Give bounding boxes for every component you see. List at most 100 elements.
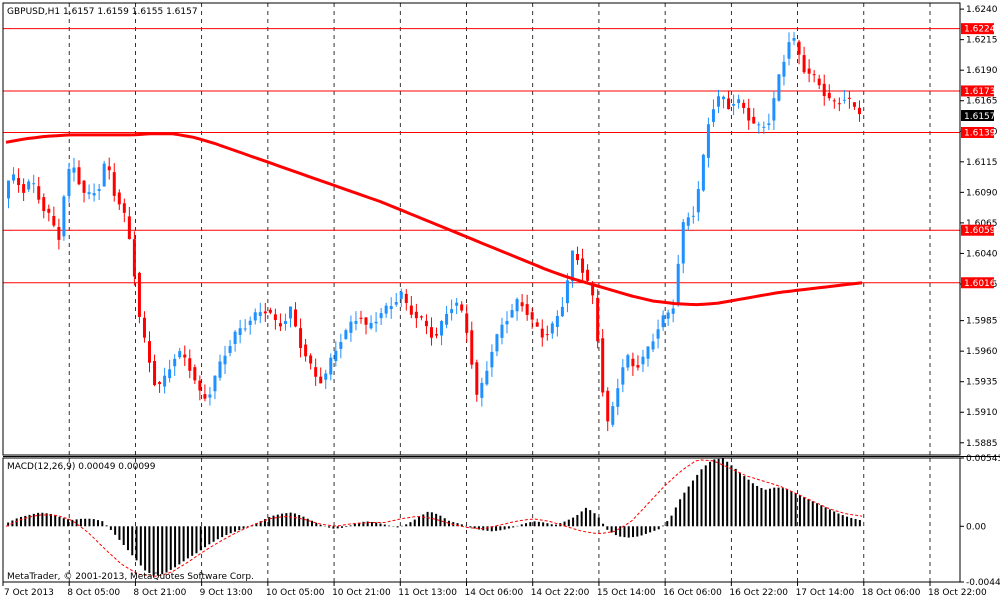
candle-body [636,365,640,368]
candle-body [827,92,831,99]
candle-body [319,376,323,384]
candle-body [480,382,484,398]
time-tick-label: 14 Oct 22:00 [531,588,590,598]
level-label-box [961,85,994,97]
candle-body [394,302,398,305]
candle-body [752,116,756,124]
candle-body [178,351,182,358]
candle-body [435,334,439,336]
level-label-box [961,126,994,138]
time-tick-label: 18 Oct 22:00 [928,588,987,598]
candle-body [384,305,388,314]
candle-body [450,309,454,314]
candle-body [414,311,418,319]
candle-body [485,370,489,385]
price-tick-label: 1.6065 [966,219,998,229]
candle-body [273,314,277,321]
candle-body [565,280,569,304]
candle-body [263,311,267,314]
macd-tick-label: -0.00443 [966,578,1000,588]
candle-body [389,306,393,310]
candle-body [822,83,826,97]
candle-body [82,180,86,193]
candle-body [747,107,751,121]
candle-body [258,312,262,316]
candle-body [807,68,811,74]
candle-body [142,317,146,338]
candle-body [686,217,690,226]
candle-body [842,99,846,101]
candle-body [460,304,464,311]
candle-body [772,98,776,121]
candle-body [621,367,625,385]
candle-body [696,189,700,213]
price-tick-label: 1.6240 [966,5,998,15]
candle-body [802,55,806,73]
time-tick-label: 14 Oct 06:00 [465,588,524,598]
candle-body [631,358,635,367]
candle-body [681,222,685,264]
candle-body [67,168,71,196]
candle-body [87,192,91,195]
time-axis[interactable]: 7 Oct 2013 8 Oct 05:00 8 Oct 21:00 9 Oct 13… [2,582,987,598]
candle-body [591,283,595,296]
candle-body [12,174,16,181]
candle-body [520,302,524,307]
level-label-box [961,224,994,236]
candle-body [344,330,348,340]
candle-body [701,154,705,191]
candle-body [777,74,781,101]
candle-body [22,184,26,193]
candle-body [429,327,433,338]
candle-body [555,316,559,328]
candle-body [122,203,126,213]
candle-body [490,351,494,368]
time-tick-label: 15 Oct 14:00 [597,588,656,598]
time-tick-label: 8 Oct 21:00 [133,588,186,598]
candle-body [787,42,791,59]
candle-body [329,357,333,375]
candle-body [495,334,499,352]
candle-body [606,390,610,422]
candle-body [92,193,96,196]
candle-body [525,304,529,315]
candle-body [465,313,469,333]
time-tick-label: 16 Oct 22:00 [729,588,788,598]
candle-body [248,320,252,325]
price-tick-label: 1.6090 [966,188,998,198]
candle-body [616,388,620,407]
time-tick-label: 10 Oct 21:00 [332,588,391,598]
candle-body [173,358,177,367]
current-price-label: 1.6157 [964,112,996,122]
candle-body [727,98,731,110]
candle-body [440,321,444,336]
candle-body [470,330,474,365]
candle-body [314,367,318,377]
candle-body [857,107,861,115]
candle-body [102,163,106,187]
candle-body [228,346,232,353]
candle-body [132,239,136,277]
candle-body [837,103,841,105]
candle-body [208,394,212,398]
candle-body [37,186,41,200]
candle-body [671,308,675,314]
candle-body [711,109,715,122]
candle-body [570,250,574,282]
price-tick-label: 1.5985 [966,317,998,327]
candle-body [596,297,600,342]
candle-body [203,394,207,399]
candle-body [127,216,131,240]
macd-info: MACD(12,26,9) 0.00049 0.00099 [7,462,156,472]
candle-body [183,354,187,358]
candle-body [193,367,197,381]
candle-body [656,329,660,339]
candle-body [253,312,257,321]
price-tick-label: 1.5910 [966,408,998,418]
candle-body [550,323,554,334]
candle-body [153,361,157,386]
candle-body [676,263,680,305]
candle-body [611,406,615,425]
